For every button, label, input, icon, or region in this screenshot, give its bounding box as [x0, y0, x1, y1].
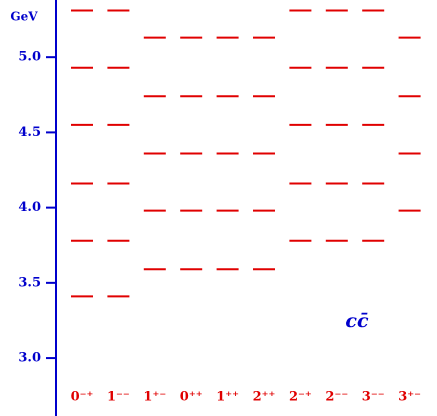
x-tick-label: 0⁻⁺ — [71, 390, 94, 405]
y-tick-label: 3.0 — [18, 351, 41, 366]
y-tick-label: 5.0 — [18, 50, 41, 65]
x-tick-label: 1⁻⁻ — [107, 390, 130, 405]
y-tick-label: 3.5 — [18, 275, 41, 290]
x-tick-label: 0⁺⁺ — [180, 390, 203, 405]
y-tick-label: 4.0 — [18, 200, 41, 215]
x-tick-label: 1⁺⁻ — [143, 390, 166, 405]
y-tick-label: 4.5 — [18, 125, 41, 140]
x-tick-label: 3⁻⁻ — [362, 390, 385, 405]
x-tick-label: 2⁻⁻ — [325, 390, 348, 405]
x-tick-label: 3⁺⁻ — [398, 390, 421, 405]
annotation: cc̄ — [345, 310, 369, 332]
x-tick-label: 2⁻⁺ — [289, 390, 312, 405]
y-axis-unit: GeV — [10, 10, 38, 24]
x-tick-label: 1⁺⁺ — [216, 390, 239, 405]
x-tick-label: 2⁺⁺ — [253, 390, 276, 405]
